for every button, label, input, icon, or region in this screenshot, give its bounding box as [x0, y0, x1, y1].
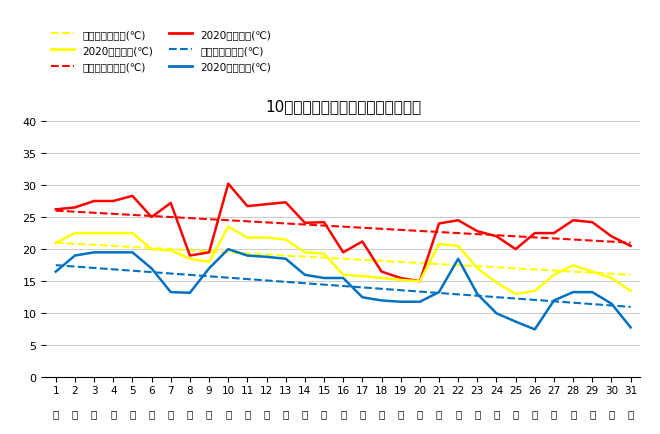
Text: 日: 日 — [416, 408, 423, 418]
Title: 10月最高・最低・平均気温（日別）: 10月最高・最低・平均気温（日別） — [265, 99, 421, 113]
Text: 日: 日 — [129, 408, 135, 418]
Text: 日: 日 — [532, 408, 538, 418]
Text: 日: 日 — [436, 408, 442, 418]
Text: 日: 日 — [589, 408, 595, 418]
Text: 日: 日 — [282, 408, 289, 418]
Text: 日: 日 — [321, 408, 327, 418]
Text: 日: 日 — [340, 408, 347, 418]
Text: 日: 日 — [474, 408, 480, 418]
Text: 日: 日 — [263, 408, 270, 418]
Legend: 平均気温平年値(℃), 2020平均気温(℃), 最高気温平年値(℃), 2020最高気温(℃), 最低気温平年値(℃), 2020最低気温(℃): 平均気温平年値(℃), 2020平均気温(℃), 最高気温平年値(℃), 202… — [51, 30, 271, 72]
Text: 日: 日 — [302, 408, 308, 418]
Text: 日: 日 — [225, 408, 232, 418]
Text: 日: 日 — [455, 408, 461, 418]
Text: 日: 日 — [168, 408, 174, 418]
Text: 日: 日 — [72, 408, 78, 418]
Text: 日: 日 — [187, 408, 193, 418]
Text: 日: 日 — [378, 408, 385, 418]
Text: 日: 日 — [359, 408, 366, 418]
Text: 日: 日 — [513, 408, 519, 418]
Text: 日: 日 — [110, 408, 116, 418]
Text: 日: 日 — [570, 408, 576, 418]
Text: 日: 日 — [628, 408, 634, 418]
Text: 日: 日 — [494, 408, 500, 418]
Text: 日: 日 — [53, 408, 59, 418]
Text: 日: 日 — [148, 408, 154, 418]
Text: 日: 日 — [609, 408, 614, 418]
Text: 日: 日 — [244, 408, 251, 418]
Text: 日: 日 — [551, 408, 557, 418]
Text: 日: 日 — [206, 408, 213, 418]
Text: 日: 日 — [397, 408, 404, 418]
Text: 日: 日 — [91, 408, 97, 418]
